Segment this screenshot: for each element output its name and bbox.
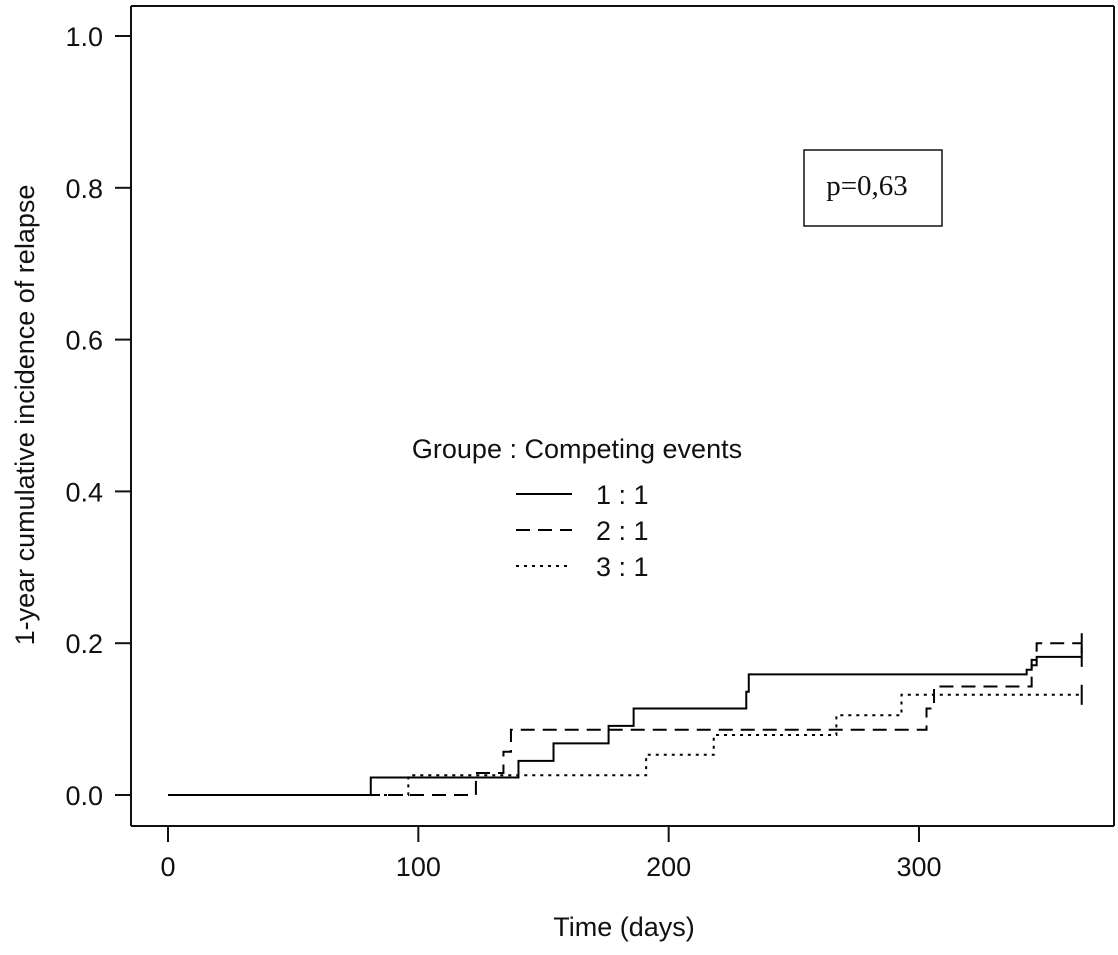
legend: Groupe : Competing events 1 : 1 2 : 1 3 : …: [412, 434, 742, 582]
legend-label: 2 : 1: [596, 516, 649, 546]
y-axis: 0.0 0.2 0.4 0.6 0.8 1.0 1-year cumulative inc…: [10, 22, 132, 811]
x-tick-label: 100: [396, 852, 441, 882]
x-axis: 0 100 200 300 Time (days): [160, 825, 942, 942]
series-line-2-dashed: [168, 642, 1082, 796]
x-tick-label: 200: [646, 852, 691, 882]
series-line-3-dotted: [168, 693, 1082, 796]
y-axis-title: 1-year cumulative incidence of relapse: [10, 185, 40, 646]
y-tick-label: 0.6: [65, 326, 103, 356]
y-tick-label: 0.4: [65, 477, 103, 507]
plot-frame: [130, 5, 1115, 827]
legend-label: 3 : 1: [596, 552, 649, 582]
x-tick-label: 0: [160, 852, 175, 882]
y-tick-label: 0.8: [65, 174, 103, 204]
x-tick-label: 300: [896, 852, 941, 882]
y-tick-label: 1.0: [65, 22, 103, 52]
p-value-text: p=0,63: [826, 170, 908, 202]
series-line-1-solid: [168, 655, 1082, 796]
y-ticks: 0.0 0.2 0.4 0.6 0.8 1.0: [65, 22, 131, 811]
y-tick-label: 0.0: [65, 781, 103, 811]
x-ticks: 0 100 200 300: [160, 826, 942, 882]
x-axis-title: Time (days): [553, 912, 695, 942]
y-tick-label: 0.2: [65, 629, 103, 659]
p-value-frame: [803, 149, 943, 227]
series-group: [168, 633, 1083, 796]
p-value-box: p=0,63: [803, 149, 943, 227]
legend-entries: 1 : 1 2 : 1 3 : 1: [516, 480, 649, 582]
legend-label: 1 : 1: [596, 480, 649, 510]
legend-title: Groupe : Competing events: [412, 434, 742, 464]
